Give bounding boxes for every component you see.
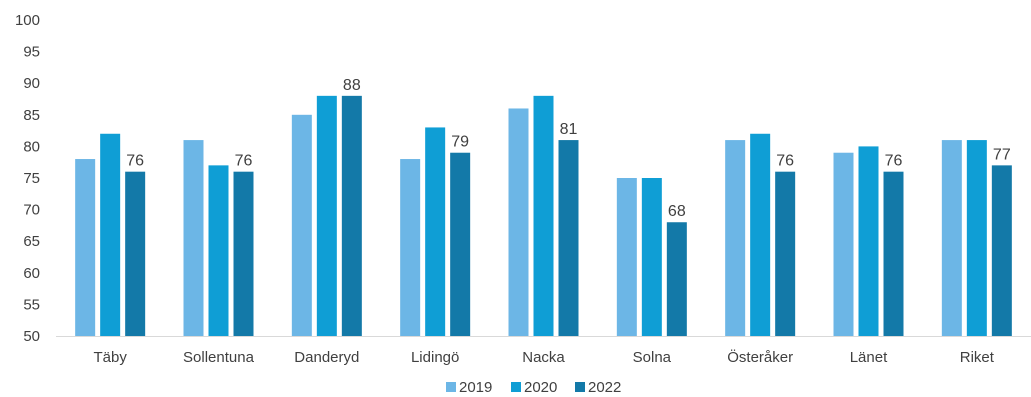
y-tick-label: 60 bbox=[23, 265, 40, 282]
data-label-6: 76 bbox=[776, 153, 794, 170]
data-label-4: 81 bbox=[560, 121, 578, 138]
bar-2020-0 bbox=[100, 133, 121, 336]
y-tick-label: 70 bbox=[23, 202, 40, 219]
bars bbox=[75, 95, 1012, 336]
bar-2022-4 bbox=[558, 140, 579, 336]
y-tick-label: 85 bbox=[23, 107, 40, 124]
x-category-label: Nacka bbox=[522, 349, 565, 366]
y-tick-label: 100 bbox=[15, 12, 40, 29]
legend-swatch-2022 bbox=[575, 382, 585, 392]
bar-2019-5 bbox=[616, 178, 637, 336]
x-category-label: Danderyd bbox=[294, 349, 359, 366]
bar-2020-8 bbox=[966, 140, 987, 336]
bar-2020-3 bbox=[425, 127, 446, 336]
x-category-label: Täby bbox=[93, 349, 127, 366]
y-tick-label: 55 bbox=[23, 296, 40, 313]
bar-2022-0 bbox=[125, 171, 146, 336]
bar-2019-6 bbox=[725, 140, 746, 336]
bar-2020-2 bbox=[316, 95, 337, 336]
x-category-label: Österåker bbox=[727, 348, 793, 366]
bar-2020-5 bbox=[641, 178, 662, 336]
y-tick-label: 95 bbox=[23, 44, 40, 61]
bar-2022-1 bbox=[233, 171, 254, 336]
y-tick-label: 75 bbox=[23, 170, 40, 187]
legend-label-2020: 2020 bbox=[524, 379, 557, 396]
legend-swatch-2020 bbox=[511, 382, 521, 392]
x-axis-category-labels: Täby Sollentuna Danderyd Lidingö Nacka Solna Ö… bbox=[93, 348, 994, 366]
data-label-5: 68 bbox=[668, 203, 686, 220]
bar-2020-7 bbox=[858, 146, 879, 336]
bar-2019-8 bbox=[941, 140, 962, 336]
bar-2020-4 bbox=[533, 95, 554, 336]
legend-swatch-2019 bbox=[446, 382, 456, 392]
bar-2022-5 bbox=[666, 222, 687, 336]
legend-label-2022: 2022 bbox=[588, 379, 621, 396]
bar-2022-3 bbox=[450, 152, 471, 336]
legend-label-2019: 2019 bbox=[459, 379, 492, 396]
bar-2022-6 bbox=[775, 171, 796, 336]
data-labels: 76 76 88 79 81 68 76 76 77 bbox=[126, 77, 1011, 220]
x-category-label: Solna bbox=[633, 349, 672, 366]
x-category-label: Lidingö bbox=[411, 349, 459, 366]
y-tick-label: 65 bbox=[23, 233, 40, 250]
y-axis-tick-labels: 50 55 60 65 70 75 80 85 90 95 100 bbox=[15, 12, 40, 345]
data-label-2: 88 bbox=[343, 77, 361, 94]
bar-2019-1 bbox=[183, 140, 204, 336]
x-category-label: Riket bbox=[960, 349, 995, 366]
data-label-8: 77 bbox=[993, 146, 1011, 163]
y-tick-label: 50 bbox=[23, 328, 40, 345]
x-category-label: Länet bbox=[850, 349, 888, 366]
data-label-7: 76 bbox=[885, 153, 903, 170]
data-label-3: 79 bbox=[451, 134, 469, 151]
bar-2019-3 bbox=[400, 159, 421, 336]
y-tick-label: 80 bbox=[23, 138, 40, 155]
bar-2022-8 bbox=[991, 165, 1012, 336]
bar-2022-2 bbox=[341, 95, 362, 336]
bar-2022-7 bbox=[883, 171, 904, 336]
bar-2019-4 bbox=[508, 108, 529, 336]
data-label-1: 76 bbox=[235, 153, 253, 170]
legend: 2019 2020 2022 bbox=[446, 379, 621, 396]
bar-2019-0 bbox=[75, 159, 96, 336]
x-category-label: Sollentuna bbox=[183, 349, 255, 366]
bar-2019-7 bbox=[833, 152, 854, 336]
data-label-0: 76 bbox=[126, 153, 144, 170]
bar-2020-1 bbox=[208, 165, 229, 336]
bar-2020-6 bbox=[750, 133, 771, 336]
y-tick-label: 90 bbox=[23, 75, 40, 92]
bar-2019-2 bbox=[291, 114, 312, 336]
